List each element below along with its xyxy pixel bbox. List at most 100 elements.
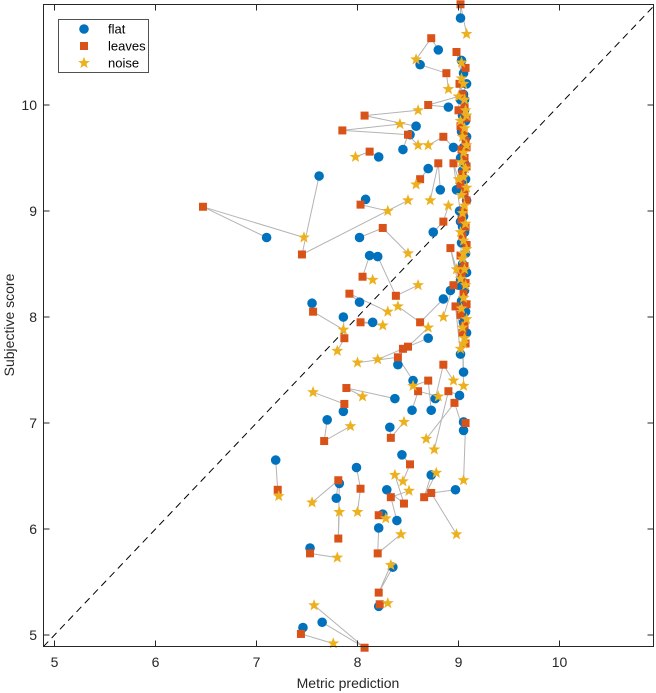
noise-point [457, 146, 470, 158]
noise-point [412, 279, 424, 291]
noise-point [452, 173, 465, 185]
leaves-point [198, 202, 207, 211]
flat-point [458, 425, 469, 436]
flat-point [458, 367, 469, 377]
flat-point [314, 171, 324, 181]
noise-point [442, 199, 455, 211]
noise-point [459, 162, 472, 174]
noise-point [356, 390, 369, 402]
leaves-point [404, 130, 412, 139]
leaves-point [378, 223, 387, 232]
noise-point [459, 104, 472, 116]
noise-point [351, 505, 364, 518]
flat-point [373, 523, 384, 533]
legend: flat leaves noise [58, 19, 149, 73]
noise-point [456, 321, 469, 333]
noise-point [412, 104, 424, 116]
flat-point [423, 333, 434, 344]
noise-point [455, 188, 468, 201]
noise-point [420, 432, 433, 444]
leaves-point [391, 291, 400, 300]
noise-point [402, 194, 414, 206]
noise-point [450, 263, 463, 275]
leaves-point [449, 281, 458, 290]
legend-box [58, 19, 149, 73]
noise-point [331, 551, 344, 563]
flat-point [338, 312, 349, 322]
y-tick-label: 5 [29, 627, 37, 643]
noise-point [398, 415, 410, 427]
leaves-point [442, 69, 451, 78]
leaves-point [439, 217, 448, 226]
leaves-point [454, 106, 463, 115]
noise-point [394, 117, 406, 130]
leaves-point [424, 376, 433, 385]
leaves-point [450, 398, 459, 407]
leaves-point [461, 63, 470, 72]
leaves-point [374, 511, 383, 520]
noise-point [381, 204, 394, 217]
flat-point [454, 390, 465, 401]
legend-item-noise: noise [78, 56, 139, 71]
legend-label: leaves [108, 39, 146, 54]
noise-point [379, 512, 392, 524]
leaves-point [399, 499, 408, 508]
noise-point [349, 150, 362, 162]
x-tick-label: 10 [552, 654, 568, 670]
noise-point [331, 344, 344, 356]
flat-point [428, 227, 439, 237]
flat-point [450, 484, 461, 495]
leaves-point [460, 321, 469, 330]
leaves-point [365, 147, 374, 156]
x-axis-label: Metric prediction [297, 675, 400, 691]
leaves-point [356, 200, 365, 209]
leaves-point [386, 493, 395, 502]
flat-point [407, 405, 417, 416]
x-tick-label: 5 [51, 654, 59, 670]
flat-point [381, 484, 392, 495]
noise-point [455, 72, 468, 84]
flat-point [455, 13, 466, 23]
leaves-point [345, 289, 354, 298]
legend-label: flat [108, 22, 126, 37]
flat-point [367, 317, 378, 328]
leaves-point [416, 318, 425, 327]
leaves-point [320, 437, 329, 446]
axis-ticks: 5 6 7 8 9 10 5 6 7 8 9 10 [21, 4, 654, 670]
leaves-point [449, 159, 458, 168]
noise-point [306, 496, 318, 508]
leaves-point [456, 265, 465, 274]
flat-point [411, 121, 421, 131]
noise-point [455, 56, 468, 68]
flat-point [261, 232, 272, 243]
noise-point [307, 386, 319, 398]
flat-point [317, 617, 327, 628]
data-marks [198, 0, 473, 652]
noise-point [412, 139, 424, 151]
noise-point [397, 475, 409, 487]
flat-point [338, 406, 349, 417]
noise-point [308, 599, 320, 611]
leaves-point [309, 307, 318, 316]
y-tick-label: 6 [29, 521, 37, 537]
y-tick-label: 8 [29, 309, 37, 325]
noise-point [371, 353, 384, 365]
leaves-point [360, 643, 369, 652]
leaves-point [439, 360, 448, 369]
noise-point [458, 93, 471, 105]
noise-point [381, 305, 394, 317]
noise-point [407, 379, 419, 391]
leaves-point [456, 251, 465, 260]
leaves-point [334, 476, 343, 485]
noise-point [454, 226, 467, 238]
leaves-point [374, 588, 383, 597]
noise-point [460, 27, 473, 39]
x-tick-label: 9 [455, 654, 463, 670]
noise-point [392, 300, 404, 312]
leaves-point [340, 399, 349, 408]
noise-point [428, 443, 441, 455]
leaves-point [404, 342, 412, 351]
leaves-point [462, 300, 471, 309]
leaves-point [455, 79, 464, 88]
leaves-point [393, 353, 402, 362]
